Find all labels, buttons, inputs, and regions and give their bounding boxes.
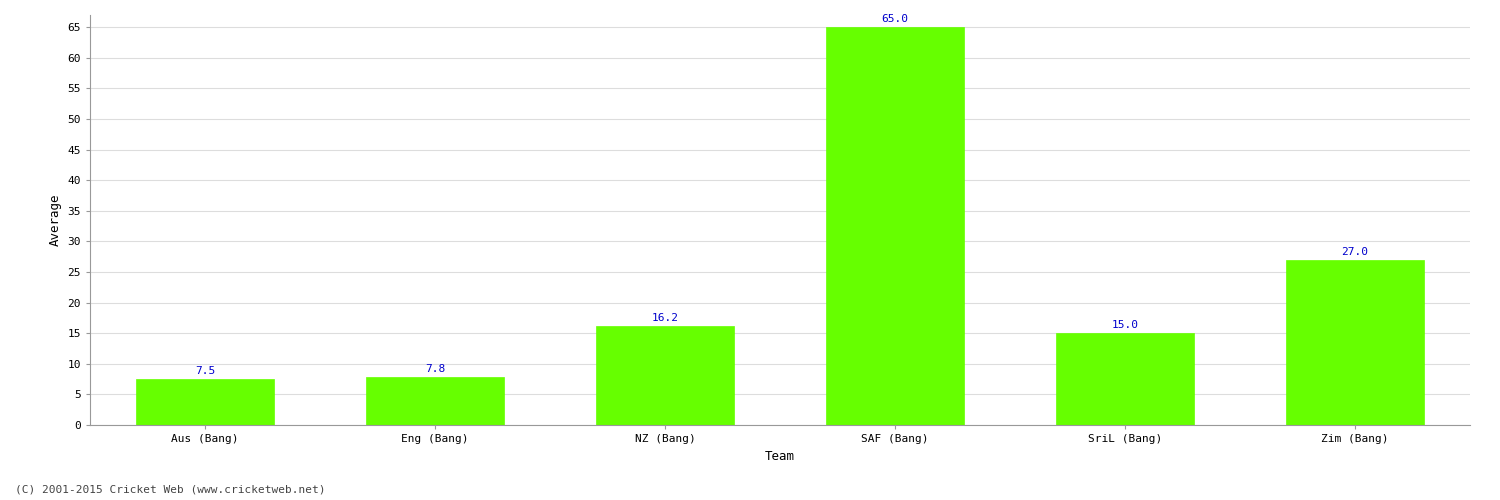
Text: 27.0: 27.0	[1341, 246, 1368, 256]
Bar	[596, 326, 734, 425]
Bar	[366, 378, 504, 425]
Bar	[827, 27, 964, 425]
Y-axis label: Average: Average	[50, 194, 62, 246]
Text: 16.2: 16.2	[651, 313, 678, 323]
Text: (C) 2001-2015 Cricket Web (www.cricketweb.net): (C) 2001-2015 Cricket Web (www.cricketwe…	[15, 485, 326, 495]
Text: 7.8: 7.8	[424, 364, 445, 374]
Text: 15.0: 15.0	[1112, 320, 1138, 330]
X-axis label: Team: Team	[765, 450, 795, 462]
Bar	[1056, 333, 1194, 425]
Bar	[136, 379, 274, 425]
Text: 7.5: 7.5	[195, 366, 214, 376]
Bar	[1286, 260, 1424, 425]
Text: 65.0: 65.0	[882, 14, 909, 24]
